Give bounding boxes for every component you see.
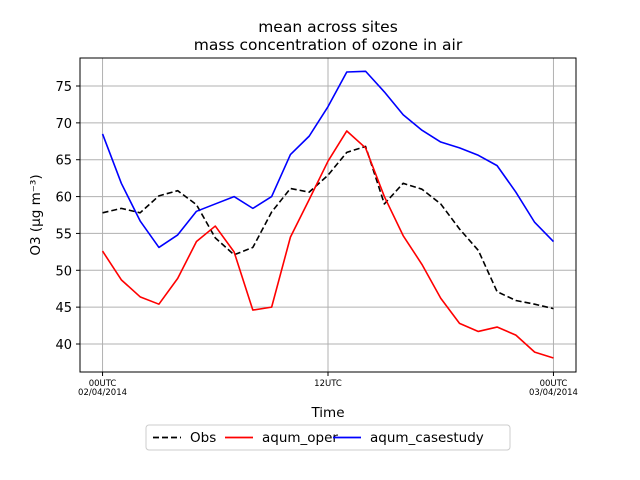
series-line-obs bbox=[102, 145, 554, 310]
y-tick-label: 75 bbox=[55, 80, 72, 95]
chart-title-line-1: mean across sites bbox=[258, 18, 398, 36]
series-line-aqum-casestudy bbox=[101, 70, 555, 249]
x-tick-label: 00UTC bbox=[540, 379, 568, 389]
legend-label: aqum_casestudy bbox=[370, 430, 484, 446]
y-tick-label: 60 bbox=[55, 191, 72, 206]
legend-label: aqum_oper bbox=[262, 430, 338, 446]
x-tick-label: 03/04/2014 bbox=[529, 388, 578, 398]
x-tick-label: 02/04/2014 bbox=[78, 388, 127, 398]
legend: Obs aqum_oper aqum_casestudy bbox=[145, 424, 511, 451]
y-tick-label: 50 bbox=[55, 264, 72, 279]
x-tick-label: 12UTC bbox=[314, 379, 342, 389]
y-axis-label: O3 (μg m⁻³) bbox=[28, 174, 44, 255]
legend-box bbox=[145, 424, 511, 451]
x-axis-label: Time bbox=[310, 405, 344, 421]
series-line-aqum-oper bbox=[101, 130, 554, 359]
chart-title-line-2: mass concentration of ozone in air bbox=[194, 36, 463, 54]
y-tick-label: 55 bbox=[55, 227, 72, 242]
legend-label: Obs bbox=[190, 430, 216, 446]
y-tick-label: 45 bbox=[55, 301, 72, 316]
y-tick-label: 70 bbox=[55, 117, 72, 132]
series-layer bbox=[101, 70, 555, 359]
x-tick-label: 00UTC bbox=[89, 379, 117, 389]
y-tick-label: 65 bbox=[55, 154, 72, 169]
y-tick-label: 40 bbox=[55, 338, 72, 353]
